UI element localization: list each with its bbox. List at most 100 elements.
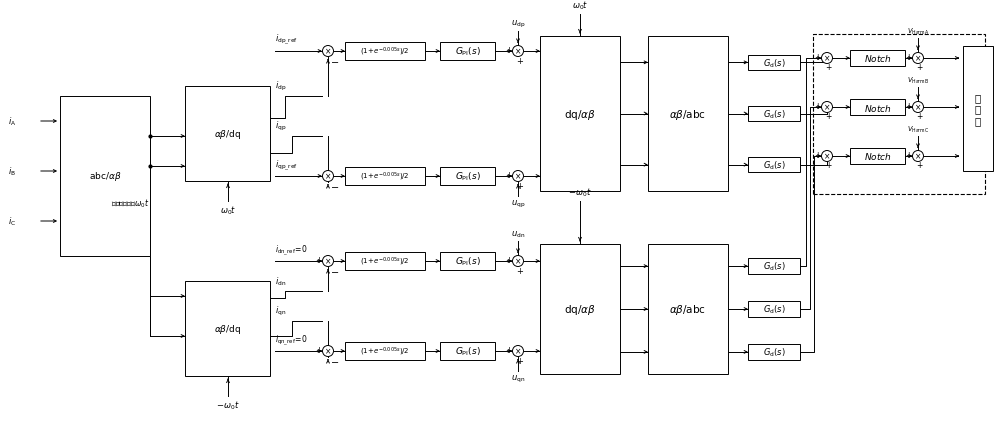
Circle shape — [912, 151, 924, 162]
Bar — [345, 342, 425, 360]
Circle shape — [512, 256, 524, 267]
Text: $i_{\rm qp\_ref}$: $i_{\rm qp\_ref}$ — [275, 158, 298, 173]
Text: $i_{\rm qn}$: $i_{\rm qn}$ — [275, 304, 286, 317]
Text: $i_{\rm C}$: $i_{\rm C}$ — [8, 215, 16, 228]
Text: $\times$: $\times$ — [914, 54, 922, 63]
Text: $\mathit{Notch}$: $\mathit{Notch}$ — [864, 53, 891, 64]
Text: $+$: $+$ — [814, 52, 822, 62]
Text: $V_{\rm HarmB}$: $V_{\rm HarmB}$ — [907, 76, 929, 86]
Text: $i_{\rm A}$: $i_{\rm A}$ — [8, 115, 16, 128]
Circle shape — [822, 102, 832, 113]
Text: $\times$: $\times$ — [324, 257, 332, 266]
Text: $-$: $-$ — [330, 181, 340, 190]
Text: $+$: $+$ — [516, 181, 524, 190]
Circle shape — [322, 256, 334, 267]
Text: $i_{\rm dn}$: $i_{\rm dn}$ — [275, 275, 286, 287]
Bar — [850, 149, 905, 164]
Text: $\times$: $\times$ — [324, 346, 332, 356]
Text: $\alpha\beta$/abc: $\alpha\beta$/abc — [669, 302, 707, 316]
Text: $-$: $-$ — [330, 265, 340, 275]
Text: $\times$: $\times$ — [823, 54, 831, 63]
Text: $-$: $-$ — [330, 56, 340, 66]
Bar — [185, 281, 270, 376]
Text: $i_{\rm qp}$: $i_{\rm qp}$ — [275, 120, 286, 132]
Text: $+$: $+$ — [905, 150, 913, 160]
Circle shape — [822, 53, 832, 64]
Text: $-\omega_0 t$: $-\omega_0 t$ — [216, 399, 240, 412]
Circle shape — [512, 46, 524, 58]
Text: $+$: $+$ — [315, 254, 323, 265]
Text: $+$: $+$ — [505, 254, 513, 265]
Circle shape — [912, 53, 924, 64]
Text: $\times$: $\times$ — [914, 152, 922, 161]
Bar — [748, 302, 800, 317]
Text: $+$: $+$ — [315, 344, 323, 354]
Text: $G_{\rm PI}(s)$: $G_{\rm PI}(s)$ — [455, 170, 480, 183]
Text: $i_{\rm qn\_ref}\!=\!0$: $i_{\rm qn\_ref}\!=\!0$ — [275, 333, 307, 347]
Text: $+$: $+$ — [825, 62, 833, 72]
Circle shape — [322, 46, 334, 58]
Text: $\times$: $\times$ — [324, 172, 332, 181]
Text: $G_{\rm d}(s)$: $G_{\rm d}(s)$ — [763, 57, 785, 69]
Text: $\alpha\beta$/dq: $\alpha\beta$/dq — [214, 128, 241, 141]
Text: $G_{\rm d}(s)$: $G_{\rm d}(s)$ — [763, 260, 785, 273]
Bar — [748, 158, 800, 173]
Text: $\omega_0 t$: $\omega_0 t$ — [572, 0, 588, 12]
Text: $i_{\rm dp\_ref}$: $i_{\rm dp\_ref}$ — [275, 32, 298, 47]
Bar — [850, 100, 905, 115]
Text: $(1\!+\!e^{-0.005s})/2$: $(1\!+\!e^{-0.005s})/2$ — [360, 170, 410, 183]
Bar — [748, 55, 800, 71]
Text: $+$: $+$ — [505, 344, 513, 354]
Text: $\times$: $\times$ — [514, 257, 522, 266]
Text: $\times$: $\times$ — [823, 152, 831, 161]
Text: $-$: $-$ — [330, 355, 340, 365]
Text: dq/$\alpha\beta$: dq/$\alpha\beta$ — [564, 107, 596, 121]
Circle shape — [512, 345, 524, 357]
Bar — [345, 253, 425, 271]
Text: $+$: $+$ — [505, 45, 513, 55]
Text: $+$: $+$ — [825, 160, 833, 170]
Text: $(1\!+\!e^{-0.005s})/2$: $(1\!+\!e^{-0.005s})/2$ — [360, 345, 410, 357]
Text: $i_{\rm dp}$: $i_{\rm dp}$ — [275, 80, 286, 93]
Bar — [813, 35, 985, 195]
Bar — [440, 342, 495, 360]
Text: $G_{\rm PI}(s)$: $G_{\rm PI}(s)$ — [455, 255, 480, 268]
Text: $\alpha\beta$/dq: $\alpha\beta$/dq — [214, 322, 241, 335]
Text: dq/$\alpha\beta$: dq/$\alpha\beta$ — [564, 302, 596, 316]
Text: $G_{\rm d}(s)$: $G_{\rm d}(s)$ — [763, 108, 785, 121]
Bar — [850, 51, 905, 66]
Bar — [748, 344, 800, 360]
Text: $G_{\rm d}(s)$: $G_{\rm d}(s)$ — [763, 159, 785, 172]
Text: $+$: $+$ — [905, 52, 913, 62]
Text: $+$: $+$ — [814, 101, 822, 111]
Text: $\times$: $\times$ — [324, 47, 332, 57]
Text: $i_{\rm dn\_ref}\!=\!0$: $i_{\rm dn\_ref}\!=\!0$ — [275, 243, 307, 257]
Bar — [748, 106, 800, 122]
Text: $\alpha\beta$/abc: $\alpha\beta$/abc — [669, 107, 707, 121]
Text: $\times$: $\times$ — [514, 346, 522, 356]
Bar — [540, 245, 620, 374]
Text: $+$: $+$ — [916, 111, 924, 121]
Text: $u_{\rm qn}$: $u_{\rm qn}$ — [511, 373, 525, 384]
Text: $-\omega_0 t$: $-\omega_0 t$ — [568, 186, 592, 199]
Bar — [440, 167, 495, 186]
Bar — [345, 167, 425, 186]
Bar — [440, 253, 495, 271]
Text: abc/$\alpha\beta$: abc/$\alpha\beta$ — [89, 170, 121, 183]
Text: $V_{\rm HarmC}$: $V_{\rm HarmC}$ — [907, 124, 929, 135]
Text: $u_{\rm qp}$: $u_{\rm qp}$ — [511, 199, 525, 210]
Circle shape — [912, 102, 924, 113]
Text: $u_{\rm dn}$: $u_{\rm dn}$ — [511, 229, 525, 239]
Bar — [963, 47, 993, 172]
Bar — [440, 43, 495, 61]
Text: $(1\!+\!e^{-0.005s})/2$: $(1\!+\!e^{-0.005s})/2$ — [360, 46, 410, 58]
Text: $G_{\rm d}(s)$: $G_{\rm d}(s)$ — [763, 346, 785, 358]
Text: $G_{\rm PI}(s)$: $G_{\rm PI}(s)$ — [455, 345, 480, 357]
Text: $+$: $+$ — [916, 160, 924, 170]
Text: $+$: $+$ — [905, 101, 913, 111]
Text: $+$: $+$ — [814, 150, 822, 160]
Text: $+$: $+$ — [825, 111, 833, 121]
Bar — [748, 259, 800, 274]
Text: $\times$: $\times$ — [823, 103, 831, 112]
Text: $\mathit{Notch}$: $\mathit{Notch}$ — [864, 151, 891, 162]
